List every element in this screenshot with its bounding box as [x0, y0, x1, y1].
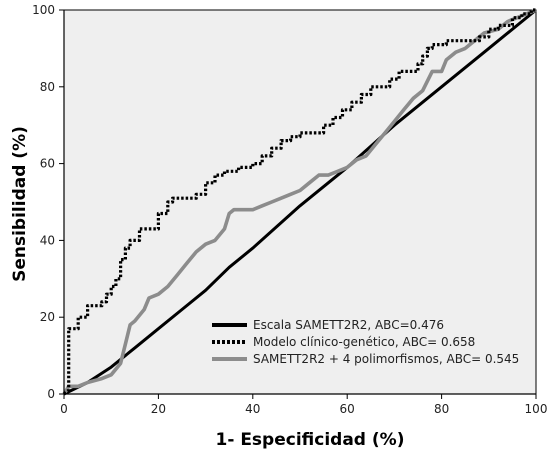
series-line-modelo [62, 8, 536, 396]
axes-layer [63, 10, 536, 395]
legend: Escala SAMETT2R2, ABC=0.476 Modelo clíni… [212, 318, 519, 366]
y-tick-label: 60 [40, 157, 55, 171]
legend-label-modelo: Modelo clínico-genético, ABC= 0.658 [253, 335, 475, 349]
x-tick-label: 20 [151, 402, 166, 416]
x-tick-label: 100 [525, 402, 548, 416]
y-tick-label: 80 [40, 80, 55, 94]
legend-label-polimorfismos: SAMETT2R2 + 4 polimorfismos, ABC= 0.545 [253, 352, 519, 366]
legend-label-escala: Escala SAMETT2R2, ABC=0.476 [253, 318, 444, 332]
y-tick-label: 20 [40, 310, 55, 324]
y-tick-label: 40 [40, 233, 55, 247]
series-line-escala [63, 8, 537, 396]
y-axis-label: Sensibilidad (%) [10, 126, 30, 282]
series-layer [62, 8, 537, 396]
x-tick-label: 40 [245, 402, 260, 416]
series-line-polimorfismos [62, 8, 537, 395]
x-tick-label: 60 [340, 402, 355, 416]
y-tick-label: 0 [47, 387, 55, 401]
ticks-layer: 0 20 40 60 80 100 0 20 40 60 80 100 [32, 3, 547, 416]
x-axis-label: 1- Especificidad (%) [216, 430, 405, 450]
x-tick-label: 0 [60, 402, 68, 416]
x-tick-label: 80 [434, 402, 449, 416]
y-tick-label: 100 [32, 3, 55, 17]
